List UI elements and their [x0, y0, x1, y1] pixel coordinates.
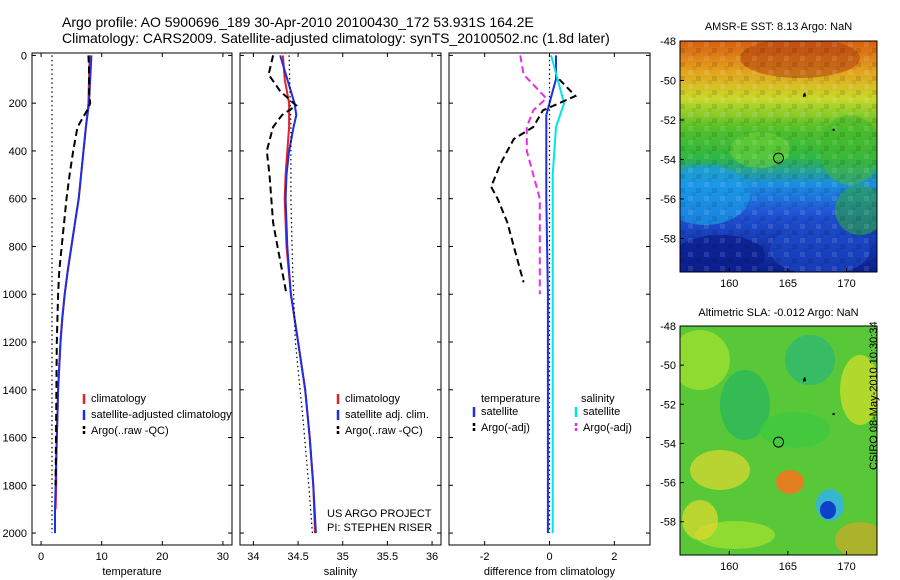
legend-group-title: temperature [481, 393, 540, 405]
sla_map-axes: Altimetric SLA: -0.012 Argo: NaN 160 165 17… [660, 307, 878, 573]
x-tick-label: 170 [837, 278, 855, 290]
temperature-panel: 0 10 20 30 0 200 400 600 800 1000 1200 1400 1600 1800… [3, 50, 233, 578]
sla_map-title: Altimetric SLA: -0.012 Argo: NaN [698, 307, 858, 319]
legend-label: climatology [345, 393, 401, 405]
satellite-line [550, 55, 566, 534]
pi-annotation: PI: STEPHEN RISER [327, 522, 432, 534]
x-tick-label: 165 [779, 561, 797, 573]
sla_map-frame [679, 325, 878, 556]
difference-panel: -2 0 2 difference from climatology [448, 52, 651, 578]
x-tick-label: -2 [480, 551, 490, 563]
satellite-adj-clim--line [279, 55, 317, 534]
x-axis-label: difference from climatology [484, 566, 616, 578]
climatology-line [54, 55, 91, 510]
y-tick-label: 1400 [3, 385, 27, 397]
y-tick-label: 0 [21, 50, 27, 62]
x-axis-label: temperature [102, 566, 161, 578]
reference-line [288, 55, 313, 534]
x-tick-label: 34 [247, 551, 259, 563]
float-position-marker [773, 436, 784, 448]
float-position-marker [773, 152, 784, 164]
temperature-axes-box [31, 52, 233, 546]
y-tick-label: -52 [660, 115, 676, 127]
x-tick-label: 35.5 [377, 551, 398, 563]
difference-legend: temperaturesatelliteArgo(-adj)salinitysa… [472, 393, 632, 434]
salinity-axes-box [239, 52, 442, 546]
satellite-line [545, 55, 557, 534]
y-tick-label: 800 [9, 241, 27, 253]
argo-adj--line [519, 55, 548, 295]
satellite-adjusted-climatology-line [54, 55, 93, 534]
x-tick-label: 160 [720, 561, 738, 573]
legend-label: satellite [583, 406, 620, 418]
y-tick-label: 1200 [3, 337, 27, 349]
salinity-panel: 34 34.5 35 35.5 36 salinity [239, 52, 442, 578]
sst-field [680, 41, 877, 272]
figure-title-line1: Argo profile: AO 5900696_189 30-Apr-2010… [62, 14, 534, 30]
y-tick-label: -54 [660, 438, 676, 450]
x-tick-label: 2 [611, 551, 617, 563]
x-tick-label: 36 [426, 551, 438, 563]
x-tick-label: 35 [337, 551, 349, 563]
legend-label: climatology [91, 393, 147, 405]
island-speck [832, 128, 835, 132]
x-tick-label: 170 [837, 561, 855, 573]
y-tick-label: -52 [660, 399, 676, 411]
x-tick-label: 34.5 [287, 551, 308, 563]
x-tick-label: 20 [156, 551, 168, 563]
argo-raw-qc--line [265, 55, 298, 295]
y-tick-label: 600 [9, 194, 27, 206]
legend-label: Argo(-adj) [583, 422, 632, 434]
island-speck [832, 412, 835, 416]
y-tick-label: -50 [660, 360, 676, 372]
y-tick-label: -48 [660, 321, 676, 333]
y-tick-label: 400 [9, 146, 27, 158]
salinity-legend: climatology satellite adj. clim. Argo(..ra… [327, 393, 432, 534]
y-tick-label: -50 [660, 75, 676, 87]
legend-label: Argo(..raw -QC) [345, 425, 423, 437]
y-tick-label: 1600 [3, 433, 27, 445]
x-tick-label: 160 [720, 278, 738, 290]
y-tick-label: 1000 [3, 289, 27, 301]
legend-label: satellite adj. clim. [345, 409, 429, 421]
sla-field [680, 326, 877, 555]
x-axis-label: salinity [324, 566, 358, 578]
x-tick-label: 10 [96, 551, 108, 563]
y-tick-label: -56 [660, 478, 676, 490]
sst_map-axes: AMSR-E SST: 8.13 Argo: NaN 160 165 170 -48 -5… [660, 21, 878, 290]
island-speck [803, 92, 807, 98]
sst_map-frame [679, 40, 878, 273]
legend-group-title: salinity [581, 393, 615, 405]
project-annotation: US ARGO PROJECT [327, 508, 432, 520]
y-tick-label: -56 [660, 194, 676, 206]
x-tick-label: 165 [779, 278, 797, 290]
legend-label: satellite [481, 406, 518, 418]
timestamp-label: CSIRO 08-May-2010 10:30:34 [868, 321, 880, 470]
climatology-line [281, 55, 316, 534]
sst_map-title: AMSR-E SST: 8.13 Argo: NaN [705, 21, 852, 33]
temperature-legend: climatology satellite-adjusted climatolog… [82, 393, 232, 437]
y-tick-label: -58 [660, 233, 676, 245]
x-tick-label: 0 [546, 551, 552, 563]
x-tick-label: 30 [217, 551, 229, 563]
y-tick-label: -48 [660, 36, 676, 48]
y-tick-label: -54 [660, 154, 676, 166]
y-tick-label: 2000 [3, 528, 27, 540]
y-tick-label: 1800 [3, 480, 27, 492]
island-speck [803, 376, 807, 382]
legend-label: Argo(..raw -QC) [91, 425, 169, 437]
legend-label: Argo(-adj) [481, 422, 530, 434]
figure-title-line2: Climatology: CARS2009. Satellite-adjuste… [62, 30, 610, 46]
argo-raw-qc--line [54, 55, 92, 486]
x-tick-label: 0 [38, 551, 44, 563]
y-tick-label: -58 [660, 517, 676, 529]
legend-label: satellite-adjusted climatology [91, 409, 232, 421]
y-tick-label: 200 [9, 98, 27, 110]
